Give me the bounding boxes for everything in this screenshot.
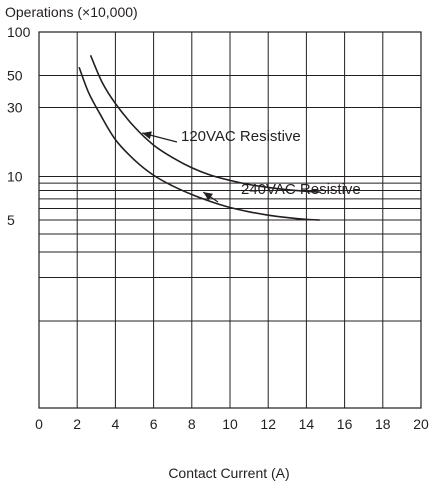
x-tick-label-16: 16 (337, 416, 353, 432)
x-tick-label-10: 10 (222, 416, 238, 432)
y-tick-label-30: 30 (7, 100, 23, 116)
y-tick-label-10: 10 (7, 169, 23, 185)
x-tick-label-12: 12 (260, 416, 276, 432)
annotation-label-1: 240VAC Resistive (241, 181, 361, 198)
x-tick-label-8: 8 (188, 416, 196, 432)
y-axis-title: Operations (×10,000) (5, 4, 138, 20)
x-tick-label-4: 4 (112, 416, 120, 432)
y-tick-label-100: 100 (7, 24, 31, 40)
y-tick-label-50: 50 (7, 67, 23, 83)
annotation-label-0: 120VAC Resistive (181, 128, 301, 145)
series-lines (78, 54, 320, 221)
plot-border (38, 31, 422, 409)
annotations: 120VAC Resistive 240VAC Resistive (141, 128, 361, 203)
annotation-arrowhead-1 (203, 192, 213, 201)
x-tick-label-0: 0 (35, 416, 43, 432)
x-tick-label-6: 6 (150, 416, 158, 432)
plot-frame (38, 31, 422, 409)
series-line-0 (89, 54, 320, 193)
annotation-arrowhead-0 (142, 131, 152, 140)
x-axis-title: Contact Current (A) (168, 465, 289, 481)
series-line-1 (78, 66, 320, 221)
y-tick-label-5: 5 (7, 212, 15, 228)
x-tick-label-14: 14 (299, 416, 315, 432)
x-tick-label-2: 2 (73, 416, 81, 432)
grid (39, 31, 421, 408)
x-tick-label-18: 18 (375, 416, 391, 432)
tick-labels: 0 2 4 6 8 10 12 14 16 18 20 100 50 30 10 5 (7, 24, 429, 432)
x-tick-label-20: 20 (413, 416, 429, 432)
